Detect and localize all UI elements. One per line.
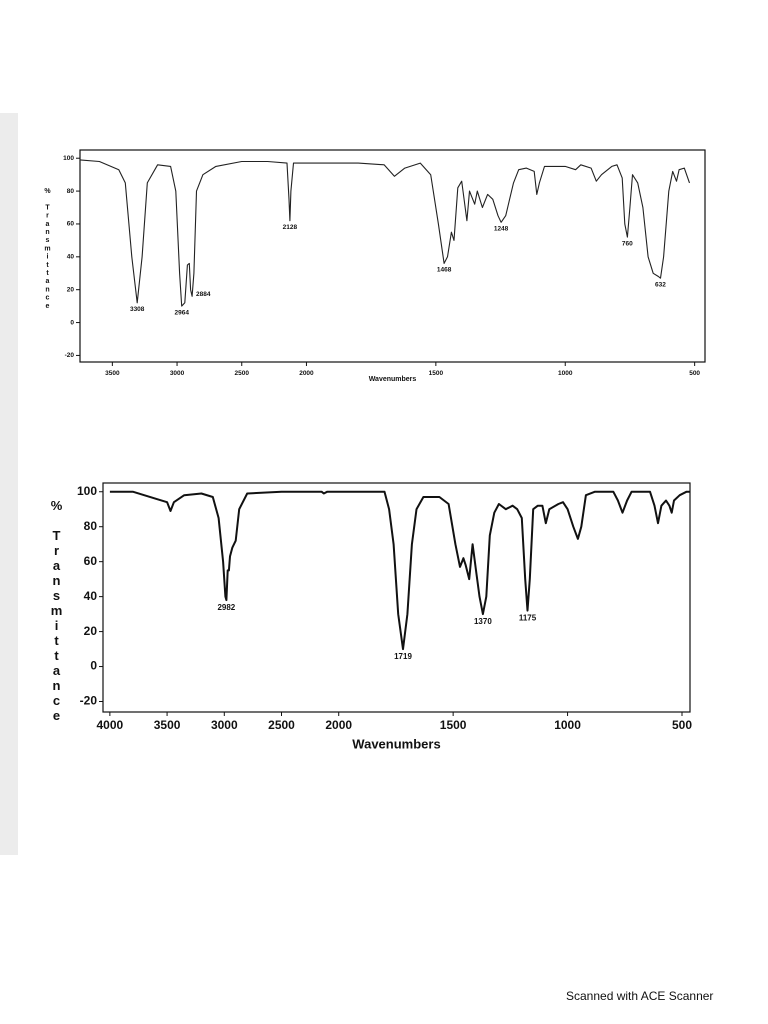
y-axis-label: % Transmittance xyxy=(49,498,64,723)
y-tick-label: 60 xyxy=(67,221,75,228)
y-tick-label: -20 xyxy=(65,352,75,359)
footer: Scanned with ACE Scanner xyxy=(566,989,714,1003)
plot-frame xyxy=(79,149,706,363)
x-tick-label: 1000 xyxy=(558,370,573,377)
peak-label: 2964 xyxy=(174,309,189,316)
peak-label: 2982 xyxy=(217,603,235,612)
x-tick-label: 2500 xyxy=(235,370,250,377)
plot-frame xyxy=(102,482,691,713)
x-tick-label: 1500 xyxy=(429,370,444,377)
x-tick-label: 3500 xyxy=(105,370,120,377)
y-tick-label: 40 xyxy=(67,254,75,261)
x-tick-label: 1000 xyxy=(554,718,581,732)
x-tick-label: 500 xyxy=(689,370,700,377)
x-tick-label: 3000 xyxy=(211,718,238,732)
y-tick-label: -20 xyxy=(80,694,98,708)
y-tick-label: 20 xyxy=(67,286,75,293)
x-tick-label: 3000 xyxy=(170,370,185,377)
y-tick-label: 40 xyxy=(84,589,98,603)
peak-label: 632 xyxy=(655,281,666,288)
peak-label: 1248 xyxy=(494,226,509,233)
y-tick-label: 60 xyxy=(84,554,98,568)
y-tick-label: 0 xyxy=(90,659,97,673)
x-tick-label: 500 xyxy=(672,718,692,732)
peak-label: 3308 xyxy=(130,306,145,313)
peak-label: 1719 xyxy=(394,652,412,661)
y-axis-label: % Transmittance xyxy=(44,188,51,311)
y-tick-label: 100 xyxy=(63,155,74,162)
x-tick-label: 2500 xyxy=(268,718,295,732)
x-tick-label: 3500 xyxy=(154,718,181,732)
x-tick-label: 2000 xyxy=(299,370,314,377)
x-tick-label: 4000 xyxy=(97,718,124,732)
y-tick-label: 80 xyxy=(67,188,75,195)
x-tick-label: 2000 xyxy=(325,718,352,732)
y-tick-label: 100 xyxy=(77,484,97,498)
x-tick-label: 1500 xyxy=(440,718,467,732)
peak-label: 1468 xyxy=(437,267,452,274)
peak-label: 760 xyxy=(622,240,633,247)
peak-label: 2884 xyxy=(196,291,211,298)
scan-edge xyxy=(0,113,18,855)
x-axis-label: Wavenumbers xyxy=(369,376,417,383)
spectrum-line xyxy=(109,490,690,651)
y-tick-label: 0 xyxy=(70,319,74,326)
spectrum-line xyxy=(79,159,691,307)
peak-label: 2128 xyxy=(283,224,298,231)
peak-label: 1175 xyxy=(519,614,537,623)
peak-label: 1370 xyxy=(474,617,492,626)
y-tick-label: 20 xyxy=(84,624,98,638)
x-axis-label: Wavenumbers xyxy=(352,736,440,751)
y-tick-label: 80 xyxy=(84,519,98,533)
